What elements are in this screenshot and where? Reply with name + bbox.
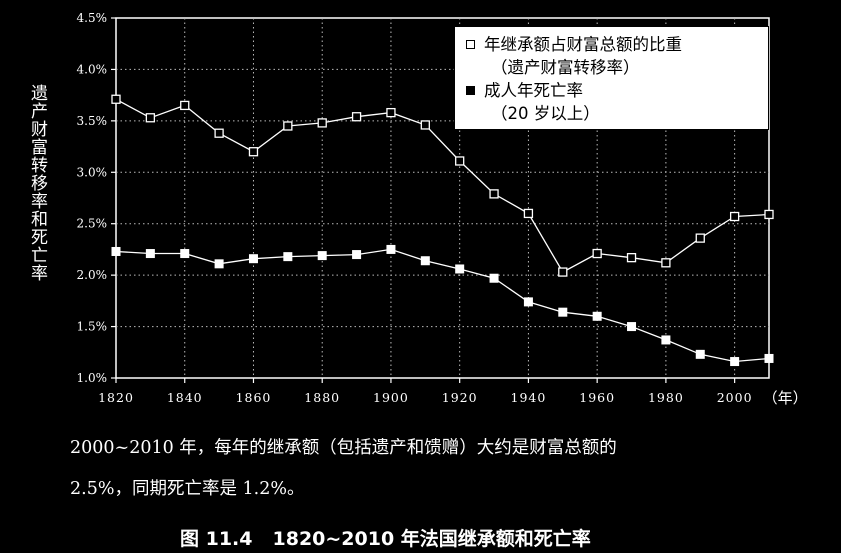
data-point-mortality [764,353,774,363]
data-point-inheritance [386,107,396,118]
data-point-inheritance [111,94,121,104]
y-axis-label: 遗产财富转移率和死亡率 [27,84,47,282]
x-tick-label: 1880 [304,390,340,405]
data-point-inheritance [145,113,156,123]
caption-line-2: 2.5%，同期死亡率是 1.2%。 [70,479,305,499]
open-square-marker-icon [466,40,475,49]
y-tick-label: 1.5% [77,320,108,334]
data-point-mortality [420,256,430,266]
x-tick-label: 1980 [648,390,684,405]
x-tick-label: 1900 [373,390,409,405]
data-point-inheritance [283,121,293,131]
data-point-mortality [111,246,121,256]
y-tick-label: 2.5% [77,217,108,231]
x-tick-label: 1940 [511,390,547,405]
legend-sublabel-mortality: （20 岁以上） [491,104,600,123]
data-point-inheritance [764,209,774,220]
data-point-mortality [248,254,258,264]
y-tick-label: 2.0% [77,268,108,282]
x-tick-label: 2000 [717,390,753,405]
data-point-mortality [283,252,293,262]
data-point-inheritance [248,147,259,157]
legend: 年继承额占财富总额的比重 （遗产财富转移率） 成人年死亡率 （20 岁以上） [454,26,769,130]
data-point-inheritance [661,258,671,268]
x-tick-label: 1860 [236,390,272,405]
data-point-inheritance [729,211,740,222]
data-point-inheritance [351,112,362,122]
y-tick-label: 4.5% [77,11,108,25]
data-point-mortality [523,297,533,307]
y-tick-label: 3.0% [77,165,108,179]
data-point-inheritance [317,118,327,128]
data-point-mortality [180,249,190,259]
data-point-inheritance [626,253,637,263]
figure-title-text: 1820~2010 年法国继承额和死亡率 [272,528,591,550]
data-point-mortality [627,322,637,332]
data-point-mortality [695,349,705,359]
caption-line-1: 2000~2010 年，每年的继承额（包括遗产和馈赠）大约是财富总额的 [70,438,617,458]
data-point-mortality [489,273,499,283]
y-tick-label: 4.0% [77,62,108,76]
data-point-inheritance [420,120,430,130]
data-point-inheritance [523,208,534,219]
data-point-mortality [214,259,224,269]
data-point-inheritance [695,233,705,243]
data-point-mortality [558,307,568,317]
figure-title: 图 11.4 1820~2010 年法国继承额和死亡率 [180,524,591,551]
data-point-mortality [352,250,362,260]
data-point-mortality [317,251,327,261]
data-point-mortality [592,311,602,321]
y-tick-label: 3.5% [77,114,108,128]
data-point-mortality [730,357,740,367]
series-line-inheritance [115,98,770,273]
legend-sublabel-inheritance: （遗产财富转移率） [491,58,640,77]
data-point-inheritance [489,189,499,199]
legend-label-mortality: 成人年死亡率 [484,81,583,100]
caption: 2000~2010 年，每年的继承额（包括遗产和馈赠）大约是财富总额的 2.5%… [70,428,790,510]
filled-square-marker-icon [466,86,475,95]
x-axis-unit-label: （年） [763,389,808,407]
data-point-inheritance [558,267,568,277]
data-point-mortality [386,244,396,254]
figure-number: 图 11.4 [180,528,253,550]
legend-item-inheritance: 年继承额占财富总额的比重 [463,33,768,56]
data-point-inheritance [214,128,224,138]
x-tick-label: 1820 [98,390,134,405]
series-line-mortality [115,248,770,363]
y-tick-label: 1.0% [77,371,108,385]
data-point-inheritance [455,156,465,166]
data-point-mortality [145,249,155,259]
legend-label-inheritance: 年继承额占财富总额的比重 [484,35,682,54]
data-point-mortality [661,335,671,345]
x-tick-label: 1920 [442,390,478,405]
data-point-inheritance [592,248,602,259]
data-point-inheritance [180,100,190,111]
x-tick-label: 1840 [167,390,203,405]
legend-item-mortality: 成人年死亡率 [463,79,768,102]
data-point-mortality [455,264,465,274]
x-tick-label: 1960 [579,390,615,405]
